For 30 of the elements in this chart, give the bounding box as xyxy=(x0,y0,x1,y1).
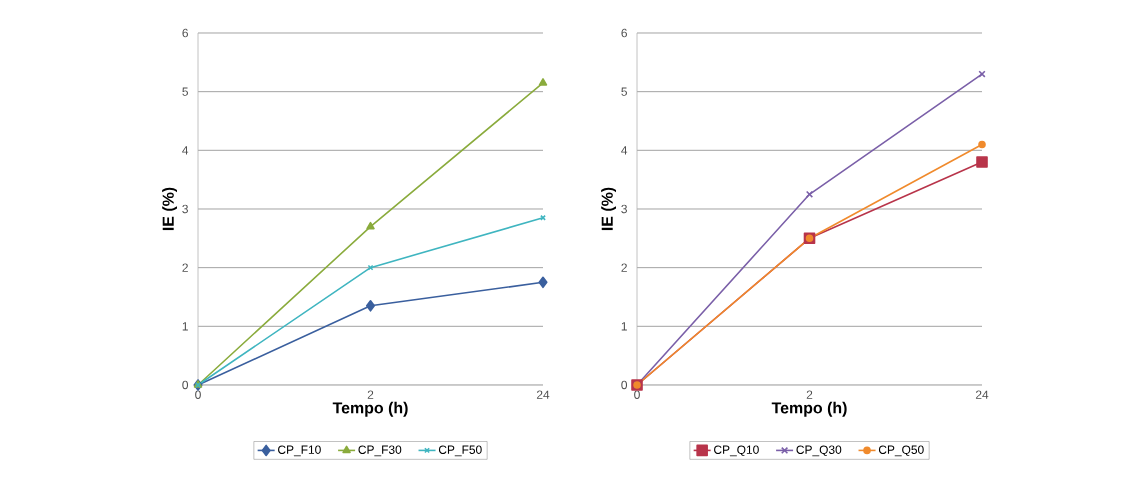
y-tick-label: 6 xyxy=(621,28,627,38)
y-tick-label: 0 xyxy=(621,380,628,390)
y-tick-label: 0 xyxy=(182,380,189,390)
y-tick-label: 1 xyxy=(182,322,188,331)
x-tick-label: 2 xyxy=(806,390,813,399)
y-tick-label: 4 xyxy=(621,146,628,155)
y-tick-label: 6 xyxy=(182,28,188,38)
legend-label: CP_Q50 xyxy=(878,445,924,457)
x-tick-label: 24 xyxy=(975,390,989,399)
y-tick-label: 1 xyxy=(621,322,627,331)
y-tick-label: 4 xyxy=(182,146,189,155)
y-tick-label: 2 xyxy=(621,263,627,272)
y-tick-label: 5 xyxy=(182,87,188,96)
y-axis-title: IE (%) xyxy=(162,187,178,231)
legend-label: CP_Q10 xyxy=(714,445,759,457)
x-tick-label: 24 xyxy=(536,390,550,399)
legend-label: CP_F50 xyxy=(438,445,482,457)
y-axis-title: IE (%) xyxy=(601,187,617,231)
legend-label: CP_Q30 xyxy=(796,445,842,457)
x-tick-label: 2 xyxy=(367,390,374,399)
y-tick-label: 3 xyxy=(182,204,188,214)
legend-label: CP_F10 xyxy=(278,445,321,457)
x-axis-title: Tempo (h) xyxy=(332,401,408,417)
x-axis-title: Tempo (h) xyxy=(771,401,847,417)
y-tick-label: 5 xyxy=(621,87,627,96)
y-tick-label: 2 xyxy=(182,263,188,272)
legend-label: CP_F30 xyxy=(358,445,402,457)
y-tick-label: 3 xyxy=(621,204,627,214)
x-tick-label: 0 xyxy=(634,390,640,399)
x-tick-label: 0 xyxy=(195,390,201,399)
